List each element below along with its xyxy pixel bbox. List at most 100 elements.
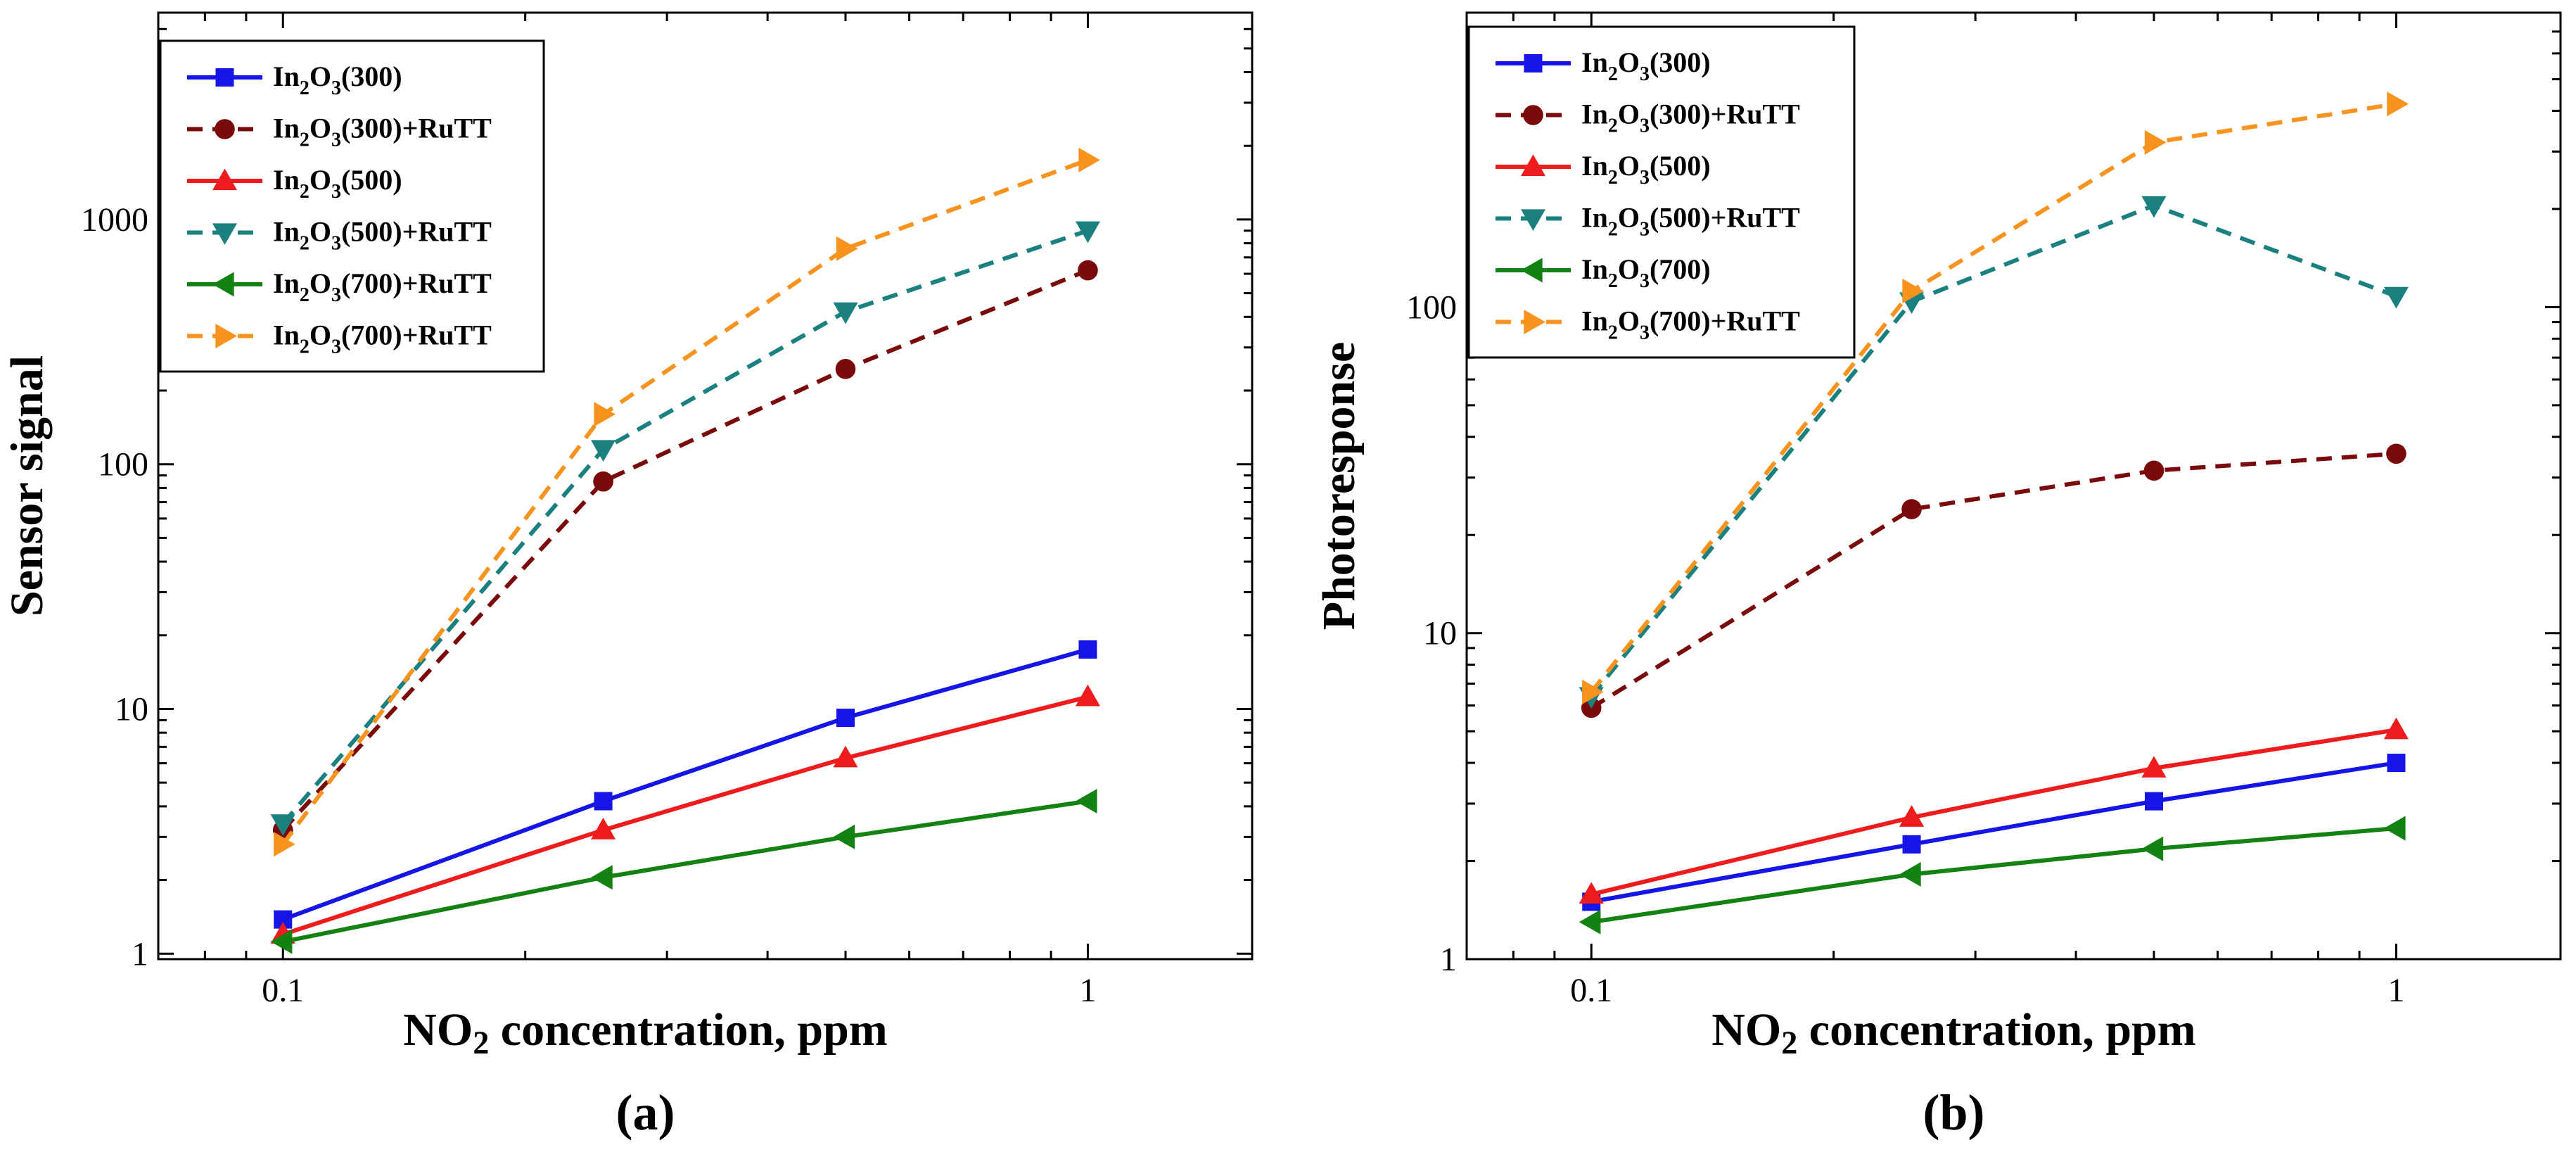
data-point bbox=[2145, 792, 2164, 811]
series-5 bbox=[1579, 816, 2406, 935]
data-point bbox=[836, 709, 855, 728]
plot-frame bbox=[157, 11, 1254, 961]
series-line bbox=[281, 268, 1089, 832]
data-point bbox=[270, 929, 293, 954]
data-point bbox=[2141, 196, 2167, 218]
data-point bbox=[1078, 260, 1098, 281]
series-6 bbox=[1582, 91, 2409, 704]
legend-box bbox=[1467, 25, 1856, 359]
legend-entry: In2O3(500) bbox=[1581, 150, 1711, 189]
data-point bbox=[270, 814, 295, 836]
data-point bbox=[274, 832, 295, 857]
data-point bbox=[833, 302, 858, 324]
x-tick-label: 0.1 bbox=[1570, 972, 1612, 1009]
data-point bbox=[833, 745, 858, 768]
legend bbox=[159, 39, 545, 373]
series-2 bbox=[1581, 443, 2406, 718]
series-5 bbox=[270, 788, 1097, 954]
data-point bbox=[1075, 221, 1100, 243]
legend-entry: In2O3(300) bbox=[273, 61, 402, 99]
data-point bbox=[591, 865, 613, 890]
y-tick-label: 100 bbox=[1406, 289, 1457, 326]
legend-swatch-marker bbox=[1524, 54, 1543, 72]
series-line bbox=[1590, 728, 2397, 897]
legend-box bbox=[159, 39, 545, 373]
series-line bbox=[1590, 451, 2397, 710]
legend-swatch-marker bbox=[1524, 309, 1546, 335]
series-line bbox=[282, 799, 1088, 944]
legend-swatch-marker bbox=[212, 223, 238, 246]
legend-entry: In2O3(700)+RuTT bbox=[273, 319, 492, 358]
panel-label: (b) bbox=[1923, 1084, 1985, 1141]
legend-swatch-marker bbox=[215, 119, 235, 139]
legend bbox=[1467, 25, 1856, 359]
y-tick-label: 10 bbox=[1423, 615, 1457, 652]
x-tick-label: 0.1 bbox=[262, 972, 304, 1009]
y-axis-label: Sensor signal bbox=[1, 355, 53, 616]
series-line bbox=[282, 647, 1089, 922]
data-point bbox=[593, 471, 613, 492]
series-line bbox=[281, 158, 1089, 846]
series-1 bbox=[274, 640, 1097, 929]
series-line bbox=[1589, 101, 2397, 694]
data-point bbox=[2144, 129, 2167, 155]
data-point bbox=[2141, 756, 2167, 778]
data-point bbox=[1579, 909, 1601, 935]
y-tick-label: 1 bbox=[132, 935, 148, 973]
x-tick-label: 1 bbox=[2387, 972, 2404, 1009]
series-3 bbox=[270, 684, 1100, 944]
legend-entry: In2O3(500) bbox=[273, 164, 402, 203]
legend-swatch-marker bbox=[1520, 209, 1546, 232]
data-point bbox=[1899, 861, 1921, 887]
series-1 bbox=[1582, 754, 2406, 911]
x-axis-label: NO2 concentration, ppm bbox=[1711, 1004, 2196, 1060]
series-line bbox=[1590, 761, 2397, 904]
series-line bbox=[282, 695, 1089, 937]
legend-entry: In2O3(300)+RuTT bbox=[273, 113, 492, 151]
data-point bbox=[2387, 91, 2409, 117]
data-point bbox=[833, 824, 855, 849]
data-point bbox=[2141, 836, 2164, 861]
data-point bbox=[1078, 640, 1097, 659]
data-point bbox=[1075, 684, 1100, 707]
legend-entry: In2O3(500)+RuTT bbox=[1581, 202, 1800, 241]
y-tick-label: 10 bbox=[115, 690, 148, 728]
data-point bbox=[1582, 679, 1604, 704]
legend-swatch-marker bbox=[1520, 154, 1546, 177]
x-tick-label: 1 bbox=[1079, 972, 1096, 1009]
legend-swatch-marker bbox=[212, 168, 238, 191]
chart-panel-1: 1 10 100 1000 0.1 1 Sensor signal (a) bbox=[1, 11, 1254, 1141]
data-point bbox=[2387, 754, 2406, 773]
chart-panel-2: 1 10 100 0.1 1 Photoresponse (b) bbox=[1313, 11, 2562, 1141]
legend-swatch-marker bbox=[1523, 105, 1543, 125]
x-axis-label: NO2 concentration, ppm bbox=[403, 1004, 888, 1060]
data-point bbox=[835, 359, 856, 379]
legend-swatch-marker bbox=[1520, 258, 1543, 283]
data-point bbox=[836, 236, 858, 261]
legend-entry: In2O3(300)+RuTT bbox=[1581, 99, 1800, 137]
data-point bbox=[591, 818, 616, 840]
data-point bbox=[1901, 499, 1922, 519]
y-axis-label: Photoresponse bbox=[1313, 342, 1365, 630]
series-line bbox=[1590, 826, 2397, 925]
series-line bbox=[1589, 203, 2397, 698]
data-point bbox=[2383, 816, 2406, 841]
legend-entry: In2O3(300) bbox=[1581, 46, 1711, 85]
y-tick-label: 1000 bbox=[81, 201, 148, 239]
data-point bbox=[591, 440, 616, 462]
data-point bbox=[1078, 147, 1100, 172]
data-point bbox=[1899, 805, 1925, 827]
data-point bbox=[1579, 882, 1604, 904]
legend-swatch-marker bbox=[215, 68, 234, 87]
legend-entry: In2O3(500)+RuTT bbox=[273, 216, 492, 255]
plot-frame bbox=[1465, 11, 2562, 961]
y-tick-label: 1 bbox=[1440, 941, 1457, 978]
data-point bbox=[594, 402, 616, 427]
legend-swatch-marker bbox=[212, 272, 234, 297]
data-point bbox=[2386, 443, 2406, 464]
series-6 bbox=[274, 147, 1100, 857]
data-point bbox=[1902, 279, 1925, 304]
y-tick-label: 100 bbox=[98, 446, 148, 483]
data-point bbox=[2383, 286, 2409, 309]
